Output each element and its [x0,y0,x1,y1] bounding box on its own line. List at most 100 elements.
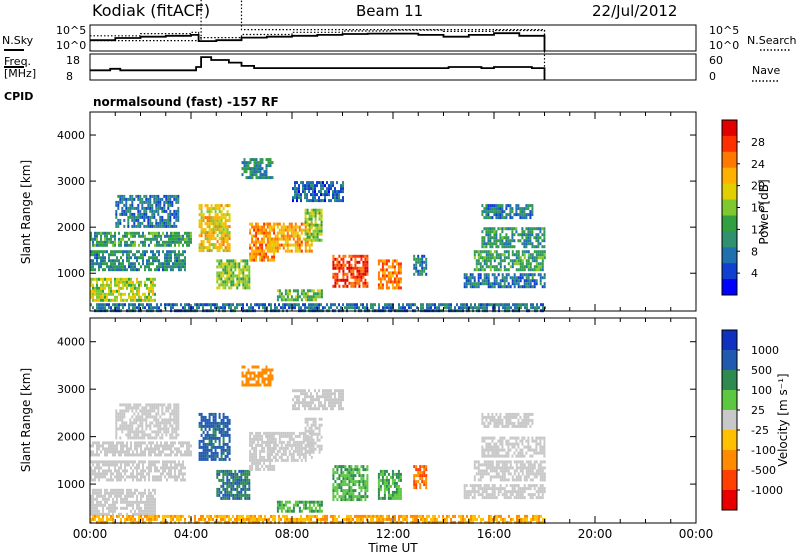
data-cell [366,303,368,306]
data-cell [285,450,287,453]
data-cell [176,259,178,262]
data-cell [526,306,528,309]
data-cell [166,460,168,463]
data-cell [151,430,153,433]
data-cell [246,381,248,384]
colorbar-swatch [722,120,737,136]
data-cell [188,303,190,306]
data-cell [145,195,147,198]
data-cell [532,268,534,271]
data-cell [114,281,116,284]
data-cell [171,436,173,439]
data-cell [415,264,417,267]
data-cell [287,250,289,253]
data-cell [124,498,126,501]
data-cell [489,204,491,207]
data-cell [529,213,531,216]
data-cell [151,207,153,210]
data-cell [238,274,240,277]
data-cell [154,299,156,302]
data-cell [104,287,106,290]
data-cell [108,293,110,296]
data-cell [534,250,536,253]
data-cell [509,239,511,242]
data-cell [173,430,175,433]
data-cell [223,437,225,440]
data-cell [121,198,123,201]
data-cell [478,268,480,271]
data-cell [498,268,500,271]
data-cell [217,219,219,222]
data-cell [186,447,188,450]
data-cell [242,488,244,491]
data-cell [521,227,523,230]
data-cell [172,265,174,268]
data-cell [257,462,259,465]
data-cell [248,378,250,381]
data-cell [299,238,301,241]
data-cell [160,303,162,306]
data-cell [287,298,289,301]
data-cell [301,298,303,301]
data-cell [313,239,315,242]
data-cell [230,491,232,494]
data-cell [524,285,526,288]
data-cell [128,250,130,253]
freq-tick-top: 18 [66,54,80,67]
data-cell [520,306,522,309]
data-cell [277,247,279,250]
data-cell [174,232,176,235]
data-cell [502,303,504,306]
data-cell [230,277,232,280]
data-cell [140,235,142,238]
data-cell [342,181,344,184]
data-cell [305,226,307,229]
data-cell [511,207,513,210]
data-cell [100,306,102,309]
data-cell [505,216,507,219]
data-cell [228,470,230,473]
data-cell [209,210,211,213]
data-cell [176,262,178,265]
data-cell [174,469,176,472]
data-cell [92,478,94,481]
data-cell [262,372,264,375]
data-cell [492,273,494,276]
data-cell [296,395,298,398]
data-cell [236,274,238,277]
data-cell [142,495,144,498]
data-cell [170,303,172,306]
data-cell [228,497,230,500]
data-cell [312,181,314,184]
data-cell [230,259,232,262]
data-cell [330,407,332,410]
data-cell [503,210,505,213]
data-cell [150,290,152,293]
data-cell [338,199,340,202]
data-cell [151,213,153,216]
data-cell [209,240,211,243]
data-cell [298,196,300,199]
data-cell [352,303,354,306]
data-cell [209,234,211,237]
data-cell [116,250,118,253]
data-cell [223,216,225,219]
data-cell [133,225,135,228]
data-cell [174,453,176,456]
data-cell [493,242,495,245]
data-cell [158,453,160,456]
data-cell [292,389,294,392]
data-cell [238,262,240,265]
noise-right-tick-bottom: 10^0 [709,39,739,52]
data-cell [110,444,112,447]
data-cell [174,250,176,253]
data-cell [536,303,538,306]
data-cell [178,241,180,244]
data-cell [242,259,244,262]
data-cell [253,235,255,238]
data-cell [322,392,324,395]
data-cell [153,403,155,406]
data-cell [251,226,253,229]
data-cell [502,259,504,262]
data-cell [304,196,306,199]
